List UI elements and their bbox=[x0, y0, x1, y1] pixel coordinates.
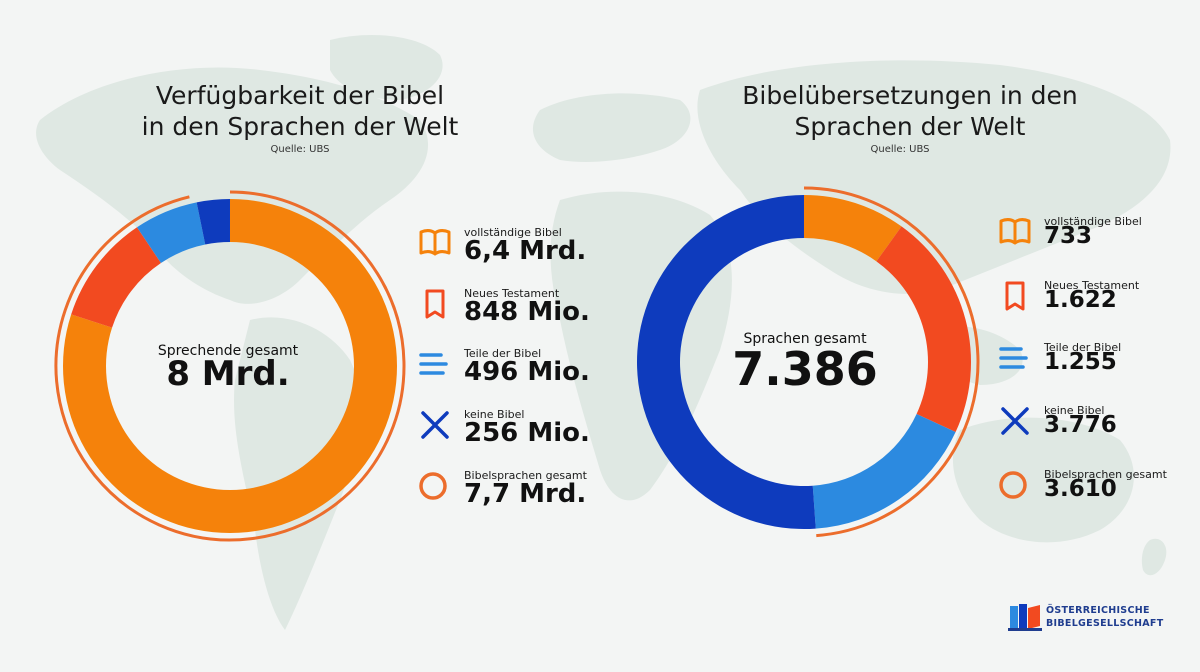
europe-shape bbox=[532, 93, 691, 162]
left-chart-title: Verfügbarkeit der Bibel in den Sprachen … bbox=[100, 80, 500, 142]
legend-label: Neues Testament bbox=[1044, 279, 1140, 292]
new-zealand-shape bbox=[1141, 538, 1167, 576]
book-logo-icon bbox=[1008, 604, 1042, 631]
left-center-value: 8 Mrd. bbox=[166, 354, 290, 394]
legend-label: Teile der Bibel bbox=[1044, 341, 1122, 354]
donut-slice-3 bbox=[196, 199, 230, 245]
circle-icon bbox=[419, 472, 447, 500]
legend-label: Bibelsprachen gesamt bbox=[1044, 468, 1167, 481]
open-book-icon bbox=[999, 218, 1031, 245]
lines-icon bbox=[419, 353, 448, 375]
legend-value: 496 Mio. bbox=[464, 357, 590, 387]
legend-label: keine Bibel bbox=[464, 408, 525, 421]
legend-value: 256 Mio. bbox=[464, 418, 590, 448]
logo-line1: ÖSTERREICHISCHE bbox=[1046, 605, 1150, 616]
right-donut-chart bbox=[637, 186, 980, 538]
legend-value: 6,4 Mrd. bbox=[464, 236, 587, 266]
right-chart-title: Bibelübersetzungen in den Sprachen der W… bbox=[710, 80, 1110, 142]
legend-label: Teile der Bibel bbox=[464, 347, 542, 360]
circle-icon bbox=[999, 471, 1027, 499]
legend-value: 3.776 bbox=[1044, 412, 1117, 438]
right-title-line1: Bibelübersetzungen in den bbox=[742, 81, 1078, 110]
right-title-line2: Sprachen der Welt bbox=[794, 112, 1026, 141]
donut-slice-1 bbox=[876, 226, 971, 433]
legend-value: 733 bbox=[1044, 223, 1093, 249]
organization-logo: ÖSTERREICHISCHE BIBELGESELLSCHAFT bbox=[1008, 602, 1168, 632]
donut-outer-ring bbox=[54, 190, 406, 542]
closed-book-icon bbox=[1005, 281, 1025, 311]
left-donut-chart bbox=[54, 190, 406, 542]
left-chart-source: Quelle: UBS bbox=[270, 144, 330, 155]
x-icon bbox=[1001, 407, 1029, 435]
right-chart-source: Quelle: UBS bbox=[870, 144, 930, 155]
legend-value: 7,7 Mrd. bbox=[464, 479, 587, 509]
legend-label: Neues Testament bbox=[464, 287, 560, 300]
x-icon bbox=[421, 411, 449, 439]
donut-slice-1 bbox=[71, 227, 161, 328]
legend-label: keine Bibel bbox=[1044, 404, 1105, 417]
legend-label: Bibelsprachen gesamt bbox=[464, 469, 587, 482]
donut-outer-ring bbox=[803, 186, 980, 538]
left-title-line2: in den Sprachen der Welt bbox=[141, 112, 459, 141]
lines-icon bbox=[999, 347, 1028, 369]
open-book-icon bbox=[419, 229, 451, 256]
left-center-label: Sprechende gesamt bbox=[157, 343, 299, 359]
closed-book-icon bbox=[425, 289, 445, 319]
donut-slice-0 bbox=[804, 195, 902, 262]
logo-line2: BIBELGESELLSCHAFT bbox=[1046, 618, 1164, 629]
donut-slice-3 bbox=[637, 195, 816, 529]
right-center-value: 7.386 bbox=[732, 342, 878, 396]
australia-shape bbox=[952, 417, 1134, 543]
legend-label: vollständige Bibel bbox=[464, 226, 562, 239]
left-title-line1: Verfügbarkeit der Bibel bbox=[155, 81, 445, 110]
legend-value: 1.255 bbox=[1044, 349, 1117, 375]
greenland-shape bbox=[330, 35, 443, 100]
legend-value: 848 Mio. bbox=[464, 297, 590, 327]
right-center-label: Sprachen gesamt bbox=[743, 331, 867, 347]
legend-label: vollständige Bibel bbox=[1044, 215, 1142, 228]
donut-slice-2 bbox=[812, 413, 956, 529]
legend-value: 3.610 bbox=[1044, 476, 1117, 502]
donut-slice-2 bbox=[137, 202, 206, 264]
legend-value: 1.622 bbox=[1044, 287, 1117, 313]
